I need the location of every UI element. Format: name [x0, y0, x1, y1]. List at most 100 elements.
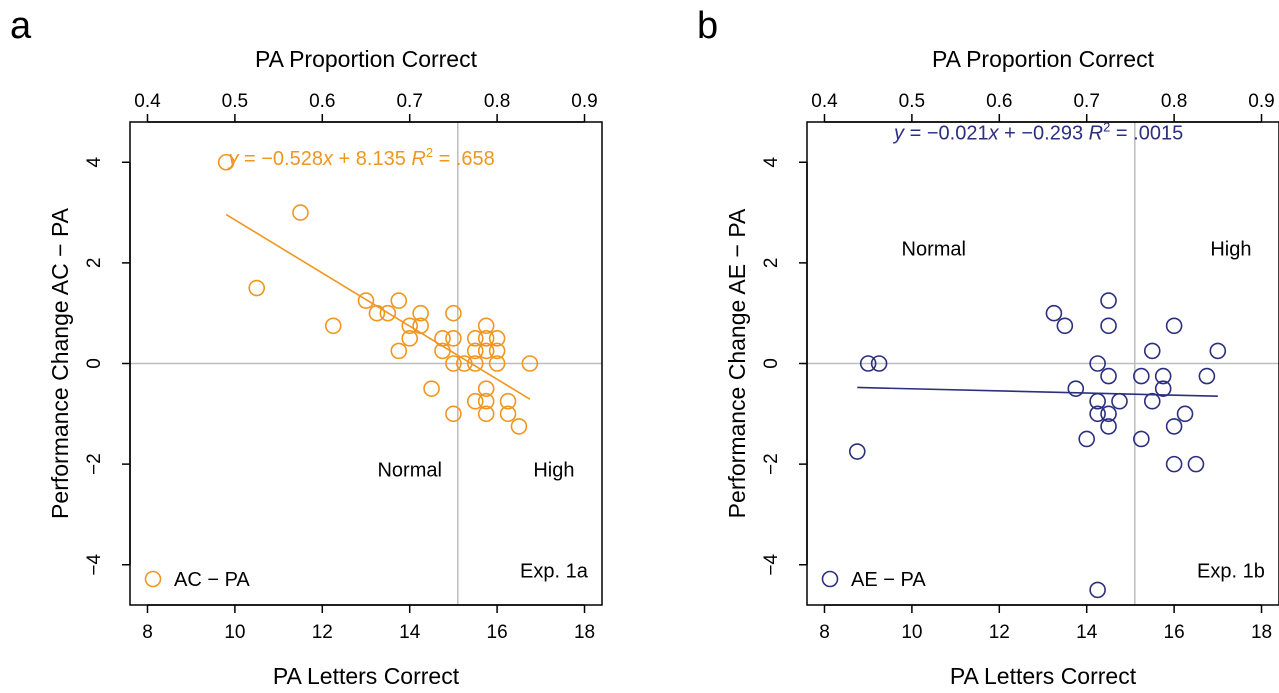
- x-tick-label: 16: [1164, 622, 1185, 643]
- data-point: [445, 405, 462, 423]
- data-point: [1089, 405, 1106, 423]
- data-point: [1089, 581, 1106, 599]
- y-tick-label: 4: [761, 157, 782, 168]
- y-axis-label: Performance Change AE − PA: [724, 208, 750, 518]
- region-label-high: High: [533, 460, 574, 482]
- data-point: [445, 330, 462, 347]
- data-point: [456, 355, 473, 372]
- data-point: [1056, 317, 1074, 335]
- data-point: [477, 380, 495, 397]
- y-tick-label: 2: [84, 258, 105, 269]
- y-tick-label: 0: [84, 358, 105, 369]
- data-point: [357, 292, 375, 309]
- data-point: [499, 392, 517, 410]
- panel-letter: a: [10, 5, 32, 47]
- data-point: [488, 355, 506, 372]
- data-point: [477, 405, 495, 423]
- data-point: [510, 418, 528, 435]
- x-tick-label: 18: [1251, 622, 1272, 643]
- top-tick-label: 0.7: [1073, 91, 1099, 112]
- data-point: [1165, 418, 1183, 435]
- top-tick-label: 0.9: [571, 91, 597, 112]
- top-tick-label: 0.5: [899, 91, 925, 112]
- x-tick-label: 12: [312, 622, 333, 643]
- data-point: [390, 342, 408, 360]
- data-point: [1100, 317, 1117, 335]
- x-axis-label: PA Letters Correct: [950, 663, 1137, 689]
- regression-line: [225, 213, 531, 400]
- data-point: [477, 317, 495, 335]
- regression-line: [857, 386, 1218, 398]
- data-point: [859, 355, 877, 372]
- top-tick-label: 0.9: [1248, 91, 1274, 112]
- y-tick-label: −4: [761, 553, 782, 575]
- data-point: [324, 317, 342, 335]
- equation-part: x: [988, 123, 1000, 145]
- data-point: [477, 392, 495, 410]
- data-point: [379, 304, 397, 322]
- top-tick-label: 0.4: [134, 91, 161, 112]
- data-point: [434, 342, 451, 360]
- region-label-high: High: [1210, 238, 1251, 260]
- equation-part: R: [411, 148, 425, 170]
- equation-part: + −0.293: [999, 123, 1089, 145]
- equation-part: + 8.135: [333, 148, 411, 170]
- top-tick-label: 0.6: [986, 91, 1012, 112]
- data-point: [870, 355, 888, 372]
- top-tick-label: 0.5: [222, 91, 248, 112]
- x-tick-label: 14: [1076, 622, 1098, 643]
- experiment-label: Exp. 1b: [1197, 560, 1265, 582]
- y-tick-label: −4: [84, 553, 105, 575]
- equation-part: = .658: [433, 148, 495, 170]
- data-point: [1045, 304, 1063, 322]
- data-point: [1089, 355, 1106, 372]
- top-tick-label: 0.6: [309, 91, 335, 112]
- data-point: [466, 355, 484, 372]
- equation-part: y: [892, 123, 905, 145]
- data-point: [1198, 367, 1216, 385]
- x-tick-label: 14: [399, 622, 421, 643]
- data-point: [412, 317, 429, 335]
- data-point: [1154, 367, 1172, 385]
- equation-part: = −0.528: [238, 148, 323, 170]
- y-tick-label: 4: [84, 157, 105, 168]
- equation-part: = .0015: [1110, 123, 1183, 145]
- data-point: [466, 342, 484, 360]
- x-tick-label: 8: [142, 622, 153, 643]
- data-point: [292, 204, 309, 221]
- y-tick-label: −2: [761, 453, 782, 475]
- data-point: [1100, 292, 1117, 309]
- data-point: [423, 380, 440, 397]
- data-point: [1143, 392, 1161, 410]
- data-point: [1078, 430, 1096, 448]
- y-tick-label: 2: [761, 258, 782, 269]
- data-point: [488, 342, 506, 360]
- data-point: [1067, 380, 1085, 397]
- chart-panel-a: a 8 10 12 14 16 18 PA Letters Correct 0.4 0.5 0.6 0…: [10, 5, 603, 689]
- data-point: [1176, 405, 1194, 423]
- y-tick-label: −2: [84, 453, 105, 475]
- data-point: [1100, 418, 1117, 435]
- data-point: [368, 304, 386, 322]
- data-point: [1100, 405, 1117, 423]
- data-point: [1143, 342, 1161, 360]
- data-point: [466, 392, 484, 410]
- data-point: [1133, 367, 1150, 385]
- region-label-normal: Normal: [902, 238, 966, 260]
- data-point: [248, 279, 266, 297]
- legend-label: AE − PA: [851, 569, 926, 591]
- data-point: [477, 342, 495, 360]
- data-point: [390, 292, 408, 309]
- data-point: [412, 304, 429, 322]
- top-tick-label: 0.4: [811, 91, 838, 112]
- data-point: [1089, 392, 1106, 410]
- data-point: [1111, 392, 1128, 410]
- experiment-label: Exp. 1a: [520, 560, 589, 582]
- legend-marker: [821, 570, 839, 588]
- region-label-normal: Normal: [377, 460, 441, 482]
- x-axis-label: PA Letters Correct: [273, 663, 460, 689]
- data-point: [217, 153, 235, 171]
- equation-part: R: [1089, 123, 1103, 145]
